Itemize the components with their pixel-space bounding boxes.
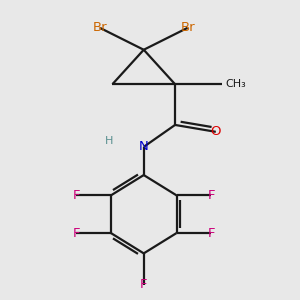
- Text: F: F: [140, 278, 148, 291]
- Text: H: H: [105, 136, 113, 146]
- Text: Br: Br: [93, 21, 107, 34]
- Text: N: N: [139, 140, 148, 153]
- Text: O: O: [211, 125, 221, 138]
- Text: F: F: [73, 189, 80, 202]
- Text: F: F: [207, 226, 215, 239]
- Text: F: F: [73, 226, 80, 239]
- Text: Br: Br: [180, 21, 195, 34]
- Text: CH₃: CH₃: [225, 79, 246, 89]
- Text: F: F: [207, 189, 215, 202]
